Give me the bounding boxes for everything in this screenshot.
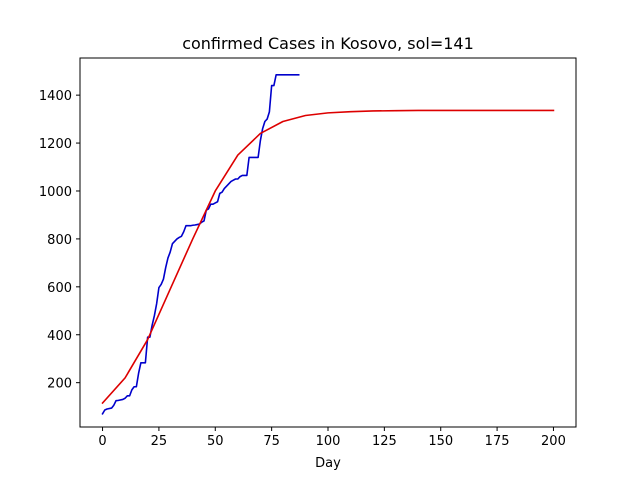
x-axis-label: Day bbox=[315, 456, 341, 471]
plot-area bbox=[101, 73, 555, 415]
y-tick-label: 200 bbox=[47, 377, 72, 392]
y-tick-label: 1000 bbox=[39, 185, 72, 200]
x-tick-label: 150 bbox=[428, 434, 453, 449]
chart-title: confirmed Cases in Kosovo, sol=141 bbox=[182, 34, 474, 53]
series-line-0 bbox=[101, 73, 300, 415]
x-tick-label: 75 bbox=[263, 434, 280, 449]
x-tick-label: 175 bbox=[485, 434, 510, 449]
y-tick-label: 600 bbox=[47, 281, 72, 296]
y-tick-label: 1400 bbox=[39, 89, 72, 104]
x-tick-label: 125 bbox=[372, 434, 397, 449]
x-tick-label: 25 bbox=[151, 434, 168, 449]
x-tick-label: 0 bbox=[98, 434, 106, 449]
plot-frame bbox=[79, 57, 577, 428]
x-tick-label: 200 bbox=[541, 434, 566, 449]
x-tick-label: 100 bbox=[316, 434, 341, 449]
y-tick-label: 1200 bbox=[39, 137, 72, 152]
series-line-1 bbox=[101, 109, 555, 405]
axis-ticks: 0 25 50 75 100 125 150 175 200 200 400 600 800 1000 12… bbox=[39, 89, 566, 449]
x-tick-label: 50 bbox=[207, 434, 224, 449]
y-tick-label: 800 bbox=[47, 233, 72, 248]
y-tick-label: 400 bbox=[47, 329, 72, 344]
